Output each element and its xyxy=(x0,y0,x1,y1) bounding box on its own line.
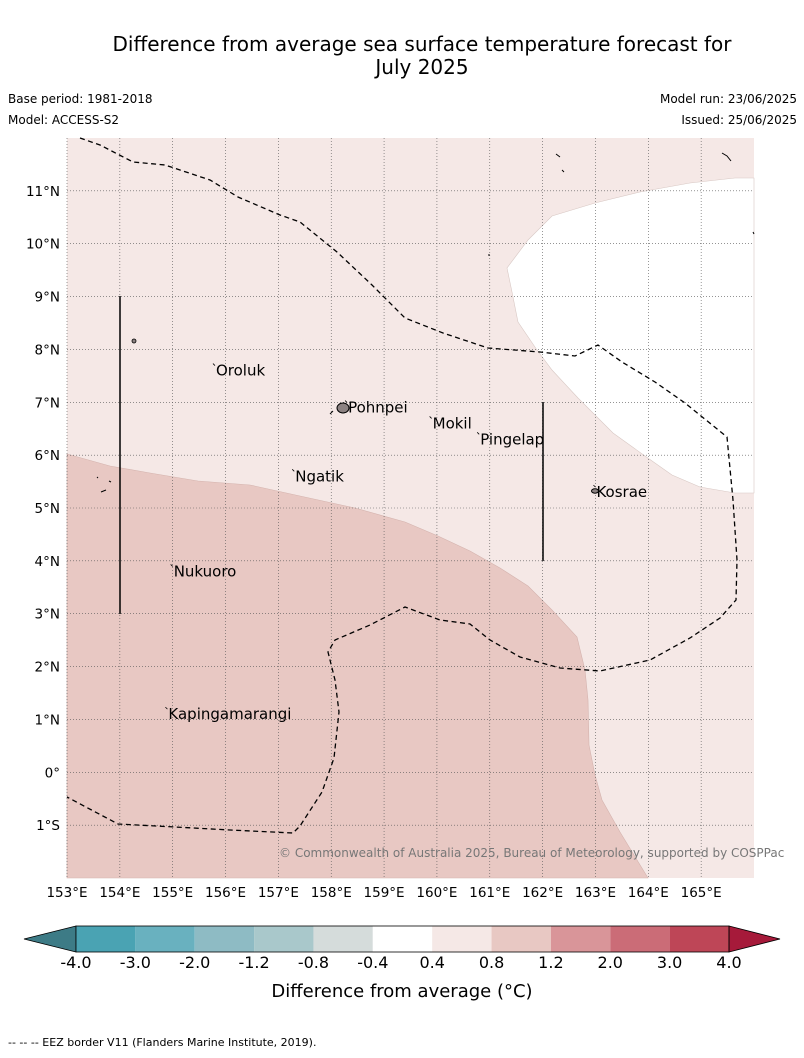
colorbar-tick-label: 4.0 xyxy=(716,953,741,972)
place-marker xyxy=(593,484,596,488)
lon-tick-label: 153°E xyxy=(46,885,87,901)
place-marker xyxy=(170,564,173,567)
map-title: Difference from average sea surface temp… xyxy=(40,33,804,79)
colorbar-tick-label: -0.8 xyxy=(298,953,329,972)
place-label: Nukuoro xyxy=(174,562,237,580)
colorbar-segment xyxy=(313,926,373,952)
pohnpei-island xyxy=(336,402,350,414)
colorbar-segment xyxy=(432,926,492,952)
small-islets xyxy=(96,152,755,493)
colorbar-extend-high xyxy=(728,925,781,953)
lon-tick-label: 154°E xyxy=(99,885,140,901)
colorbar-segment xyxy=(491,926,551,952)
colorbar-segment xyxy=(254,926,314,952)
model-run: Model run: 23/06/2025 xyxy=(659,92,797,106)
lon-tick-label: 160°E xyxy=(416,885,457,901)
base-period: Base period: 1981-2018 xyxy=(8,92,153,106)
lat-tick-label: 6°N xyxy=(35,448,60,464)
lat-tick-label: 2°N xyxy=(35,660,60,676)
lon-tick-label: 158°E xyxy=(311,885,352,901)
graticule xyxy=(66,138,754,878)
issued-date: Issued: 25/06/2025 xyxy=(681,113,797,127)
colorbar-frame xyxy=(75,925,730,953)
lat-tick-label: 1°S xyxy=(36,818,60,834)
colorbar-tick-label: -2.0 xyxy=(179,953,210,972)
lat-tick-label: 4°N xyxy=(35,554,60,570)
lon-tick-label: 161°E xyxy=(469,885,510,901)
colorbar-tick-label: -3.0 xyxy=(120,953,151,972)
lon-tick-label: 165°E xyxy=(681,885,722,901)
place-label: Kosrae xyxy=(596,483,647,501)
map-figure: Oroluk Pohnpei Mokil Pingelap Ngatik Kosrae Nu… xyxy=(23,137,784,1002)
title-line-2: July 2025 xyxy=(375,55,469,79)
lat-tick-label: 9°N xyxy=(35,290,60,306)
place-marker xyxy=(429,416,432,419)
colorbar-segment xyxy=(550,926,611,952)
colorbar-segment xyxy=(135,926,195,952)
lon-tick-label: 162°E xyxy=(522,885,563,901)
title-line-1: Difference from average sea surface temp… xyxy=(112,32,732,56)
place-labels: Oroluk Pohnpei Mokil Pingelap Ngatik Kosrae Nu… xyxy=(165,362,647,723)
colorbar-label: Difference from average (°C) xyxy=(271,981,532,1002)
lat-tick-label: 7°N xyxy=(35,395,60,411)
colorbar-tick-label: 3.0 xyxy=(657,953,682,972)
eez-border-north xyxy=(66,137,738,834)
latitude-ticks: 11°N 10°N 9°N 8°N 7°N 6°N 5°N 4°N 3°N 2°N 1°N 0° 1°S xyxy=(26,184,60,834)
lon-tick-label: 156°E xyxy=(205,885,246,901)
copyright-notice: © Commonwealth of Australia 2025, Bureau… xyxy=(279,846,784,860)
lon-tick-label: 157°E xyxy=(258,885,299,901)
place-marker xyxy=(291,469,295,472)
colorbar: -4.0 -3.0 -2.0 -1.2 -0.8 -0.4 0.4 0.8 1.2 2.0 3.0 4… xyxy=(23,925,781,972)
lon-tick-label: 159°E xyxy=(364,885,405,901)
place-marker xyxy=(344,400,348,403)
place-marker xyxy=(212,363,216,366)
colorbar-segment xyxy=(669,926,729,952)
lat-tick-label: 8°N xyxy=(35,342,60,358)
colorbar-segment xyxy=(372,926,433,952)
lat-tick-label: 0° xyxy=(45,765,60,781)
colorbar-tick-label: -1.2 xyxy=(238,953,269,972)
map-plot-area: Oroluk Pohnpei Mokil Pingelap Ngatik Kosrae Nu… xyxy=(66,137,784,879)
colorbar-tick-label: 1.2 xyxy=(538,953,563,972)
colorbar-tick-label: 0.8 xyxy=(479,953,504,972)
colorbar-tick-label: -4.0 xyxy=(60,953,91,972)
lat-tick-label: 10°N xyxy=(26,237,60,253)
place-label: Mokil xyxy=(433,414,472,432)
lon-tick-label: 163°E xyxy=(575,885,616,901)
eez-footnote: -- -- -- EEZ border V11 (Flanders Marine… xyxy=(8,1036,317,1049)
place-label: Ngatik xyxy=(295,467,344,485)
atoll-islet xyxy=(131,338,137,344)
longitude-ticks: 153°E 154°E 155°E 156°E 157°E 158°E 159°E 160°E… xyxy=(46,885,721,901)
lat-tick-label: 1°N xyxy=(35,712,60,728)
place-label: Pingelap xyxy=(480,430,544,448)
neutral-region xyxy=(506,177,755,494)
lat-tick-label: 11°N xyxy=(26,184,60,200)
colorbar-tick-label: -0.4 xyxy=(357,953,388,972)
colorbar-extend-low xyxy=(23,925,77,953)
place-marker xyxy=(165,706,168,710)
kosrae-island xyxy=(591,488,599,494)
place-label: Oroluk xyxy=(216,362,265,380)
colorbar-tick-label: 2.0 xyxy=(598,953,623,972)
colorbar-segment xyxy=(194,926,255,952)
lon-tick-label: 164°E xyxy=(628,885,669,901)
place-marker xyxy=(476,432,480,435)
place-label: Pohnpei xyxy=(348,399,408,417)
colorbar-segment xyxy=(76,926,136,952)
colorbar-tick-label: 0.4 xyxy=(419,953,444,972)
colorbar-segment xyxy=(610,926,670,952)
lon-tick-label: 155°E xyxy=(152,885,193,901)
model-name: Model: ACCESS-S2 xyxy=(8,113,120,127)
lat-tick-label: 3°N xyxy=(35,607,60,623)
lat-tick-label: 5°N xyxy=(35,501,60,517)
place-label: Kapingamarangi xyxy=(168,705,291,723)
